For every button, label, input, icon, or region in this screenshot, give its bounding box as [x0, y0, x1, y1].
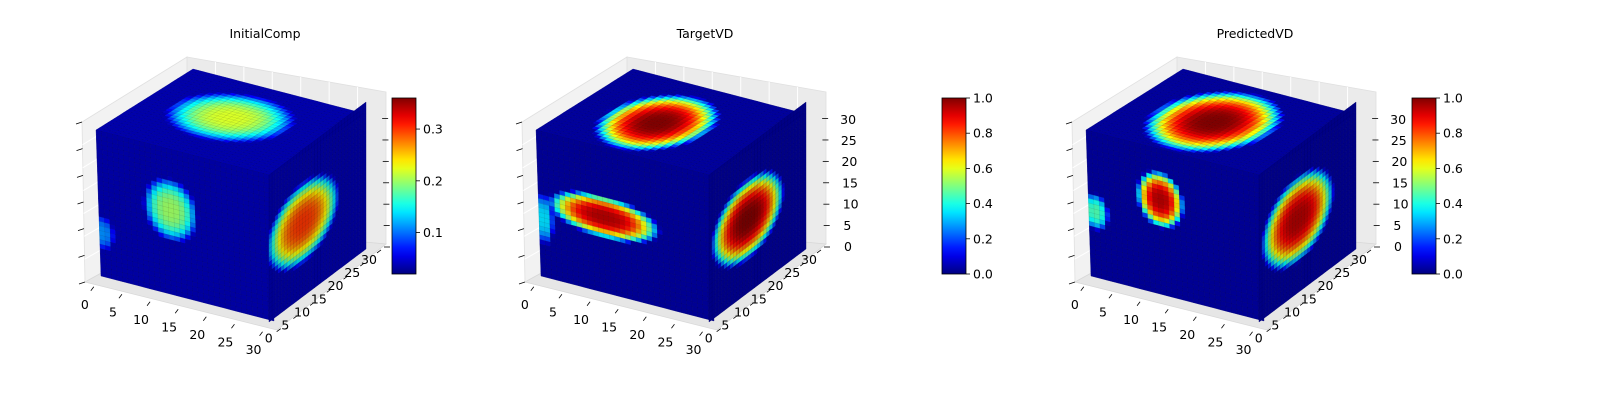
x-tick-label: 0: [81, 297, 89, 312]
y-tick-label: 0: [265, 331, 273, 346]
x-tick: [118, 294, 123, 299]
x-tick-label: 5: [109, 304, 117, 319]
y-tick-label: 15: [311, 291, 327, 306]
x-tick-label: 15: [161, 319, 177, 334]
x-tick: [174, 309, 179, 314]
y-tick-label: 20: [328, 278, 344, 293]
y-tick-label: 5: [281, 318, 289, 333]
y-tick-label: 25: [344, 265, 360, 280]
y-tick-label: 30: [361, 252, 377, 267]
pane-tick: [77, 201, 84, 205]
colorbar: [391, 97, 417, 275]
y-tick-label: 10: [294, 304, 310, 319]
pane-tick: [75, 121, 83, 125]
pane-tick: [76, 174, 84, 178]
x-tick-label: 30: [246, 342, 262, 357]
x-tick-label: 20: [189, 327, 205, 342]
subplot-title: InitialComp: [229, 26, 300, 41]
x-tick-label: 10: [133, 312, 149, 327]
pane-tick: [78, 281, 86, 285]
x-tick: [90, 286, 95, 291]
pane-tick: [78, 254, 85, 258]
pane-tick: [76, 148, 83, 152]
x-tick: [231, 324, 235, 329]
colorbar-tick-label: 0.3: [423, 122, 443, 137]
x-tick-label: 25: [217, 334, 233, 349]
colorbar-tick-label: 0.1: [423, 225, 443, 240]
x-tick: [146, 301, 151, 306]
x-tick: [202, 316, 207, 321]
x-tick: [259, 331, 263, 336]
pane-tick: [77, 228, 85, 232]
colorbar-tick-label: 0.2: [423, 173, 443, 188]
subplot-title: TargetVD: [676, 26, 734, 41]
